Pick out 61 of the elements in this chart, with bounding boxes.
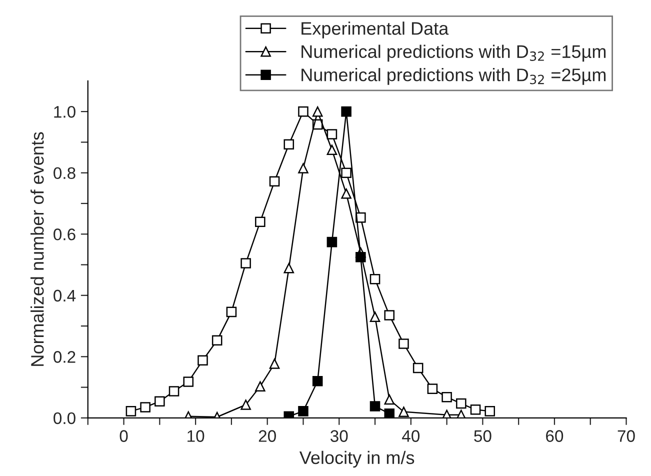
point: [370, 274, 380, 284]
point: [284, 262, 294, 274]
x-tick-label: 30: [330, 430, 348, 442]
x-tick-label: 10: [188, 430, 204, 442]
point: [198, 355, 208, 366]
point: [326, 129, 338, 140]
point: [284, 139, 294, 150]
point: [154, 396, 165, 407]
point: [269, 358, 280, 369]
point: [341, 188, 352, 199]
point: [255, 381, 266, 392]
point: [384, 310, 395, 320]
x-tick-label: 50: [474, 430, 492, 442]
point: [341, 168, 352, 178]
point: [312, 376, 323, 386]
x-tick-label: 0: [120, 430, 128, 442]
point: [326, 144, 338, 155]
point: [326, 236, 338, 248]
point: [183, 376, 194, 387]
legend-label: Experimental Data: [302, 22, 449, 38]
point: [298, 106, 308, 117]
point: [341, 106, 352, 117]
point: [269, 176, 280, 187]
point: [240, 400, 251, 410]
point: [240, 258, 251, 268]
x-tick-label: 70: [618, 430, 635, 442]
y-axis-title: Normalized number of events: [30, 132, 44, 366]
point: [356, 252, 366, 262]
x-tick-label: 60: [546, 430, 564, 442]
point: [312, 106, 323, 117]
y-tick-label: 0.2: [54, 351, 76, 363]
point: [370, 312, 380, 322]
point: [456, 398, 466, 409]
point: [226, 306, 237, 318]
y-tick-label: 0.6: [54, 228, 76, 240]
legend-label: Numerical predictions with D$_{32}$ =25µm: [302, 68, 606, 85]
point: [384, 394, 395, 405]
point: [370, 401, 380, 412]
point: [470, 404, 481, 415]
point: [255, 216, 266, 227]
y-tick-label: 1.0: [54, 106, 76, 118]
point: [398, 338, 409, 349]
point: [484, 406, 496, 416]
y-tick-label: 0.8: [54, 167, 76, 180]
x-tick-label: 20: [258, 430, 276, 442]
point: [168, 386, 180, 396]
y-tick-label: 0.4: [54, 290, 76, 302]
point: [384, 408, 395, 418]
point: [412, 362, 424, 374]
point: [442, 392, 452, 402]
point: [212, 335, 222, 346]
legend-label: Numerical predictions with D$_{32}$ =15µm: [302, 44, 606, 62]
point: [140, 402, 150, 412]
point: [427, 384, 438, 394]
point: [126, 406, 136, 416]
y-tick-label: 0.0: [54, 412, 76, 424]
x-axis-title: Velocity in m/s: [299, 450, 414, 468]
x-tick-label: 40: [402, 430, 420, 442]
point: [298, 163, 308, 174]
point: [398, 406, 409, 417]
point: [298, 406, 308, 416]
